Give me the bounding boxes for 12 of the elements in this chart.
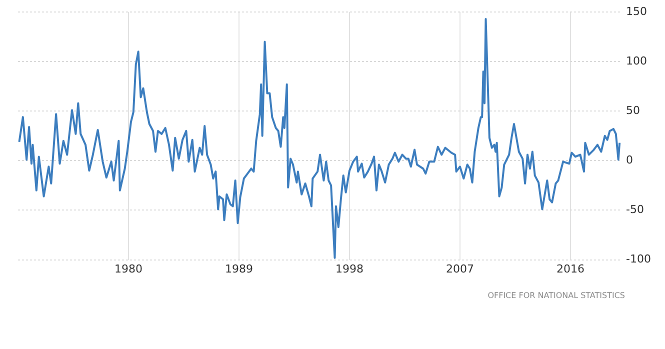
- x-tick-label: 2016: [556, 262, 584, 276]
- y-tick-label: 100: [626, 54, 648, 68]
- text: OFFICE FOR NATIONAL STATISTICS: [488, 291, 625, 300]
- y-tick-label: -50: [626, 203, 644, 216]
- y-tick-label: 150: [626, 4, 648, 18]
- y-tick-label: 50: [626, 104, 640, 117]
- x-tick-label: 1980: [114, 262, 142, 276]
- x-tick-label: 1989: [224, 262, 253, 276]
- x-tick-label: 2007: [446, 262, 474, 276]
- y-tick-label: -100: [626, 252, 652, 266]
- y-tick-label: 0: [626, 154, 634, 167]
- x-tick-label: 1998: [335, 262, 364, 276]
